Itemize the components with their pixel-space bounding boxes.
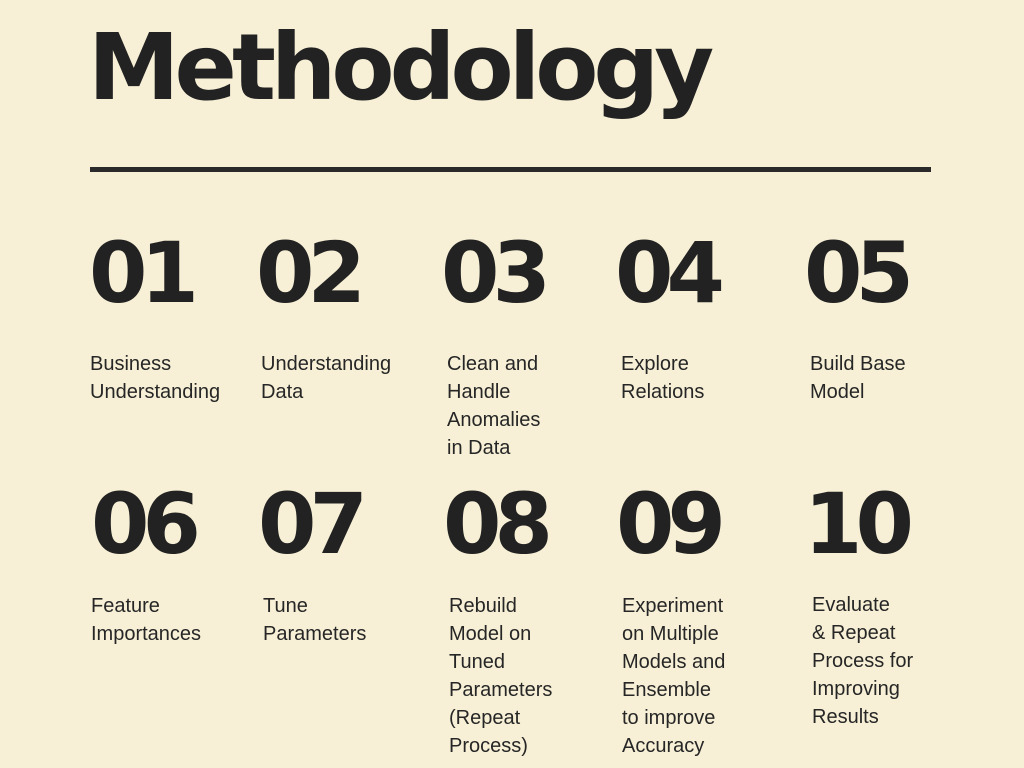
step-label-08: Rebuild Model on Tuned Parameters (Repea… bbox=[449, 595, 553, 757]
step-number-03: 03 bbox=[441, 224, 551, 322]
step-number-05: 05 bbox=[804, 224, 914, 322]
step-number-08: 08 bbox=[443, 475, 553, 573]
step-label-06: Feature Importances bbox=[91, 595, 202, 645]
step-label-04: Explore Relations bbox=[621, 353, 705, 403]
step-label-05: Build Base Model bbox=[810, 353, 906, 403]
step-number-04: 04 bbox=[615, 224, 725, 322]
step-number-09: 09 bbox=[616, 475, 726, 573]
step-number-10: 10 bbox=[804, 475, 914, 573]
step-label-01: Business Understanding bbox=[90, 353, 221, 403]
step-label-10: Evaluate & Repeat Process for Improving … bbox=[812, 594, 914, 728]
step-number-07: 07 bbox=[258, 475, 368, 573]
page-title: Methodology bbox=[88, 14, 714, 121]
step-label-09: Experiment on Multiple Models and Ensemb… bbox=[622, 595, 726, 757]
step-number-02: 02 bbox=[256, 224, 366, 322]
step-number-01: 01 bbox=[89, 224, 199, 322]
step-label-03: Clean and Handle Anomalies in Data bbox=[447, 353, 541, 459]
step-number-06: 06 bbox=[91, 475, 201, 573]
step-label-02: Understanding Data bbox=[261, 353, 392, 403]
title-divider bbox=[90, 167, 931, 172]
step-label-07: Tune Parameters bbox=[263, 595, 367, 645]
